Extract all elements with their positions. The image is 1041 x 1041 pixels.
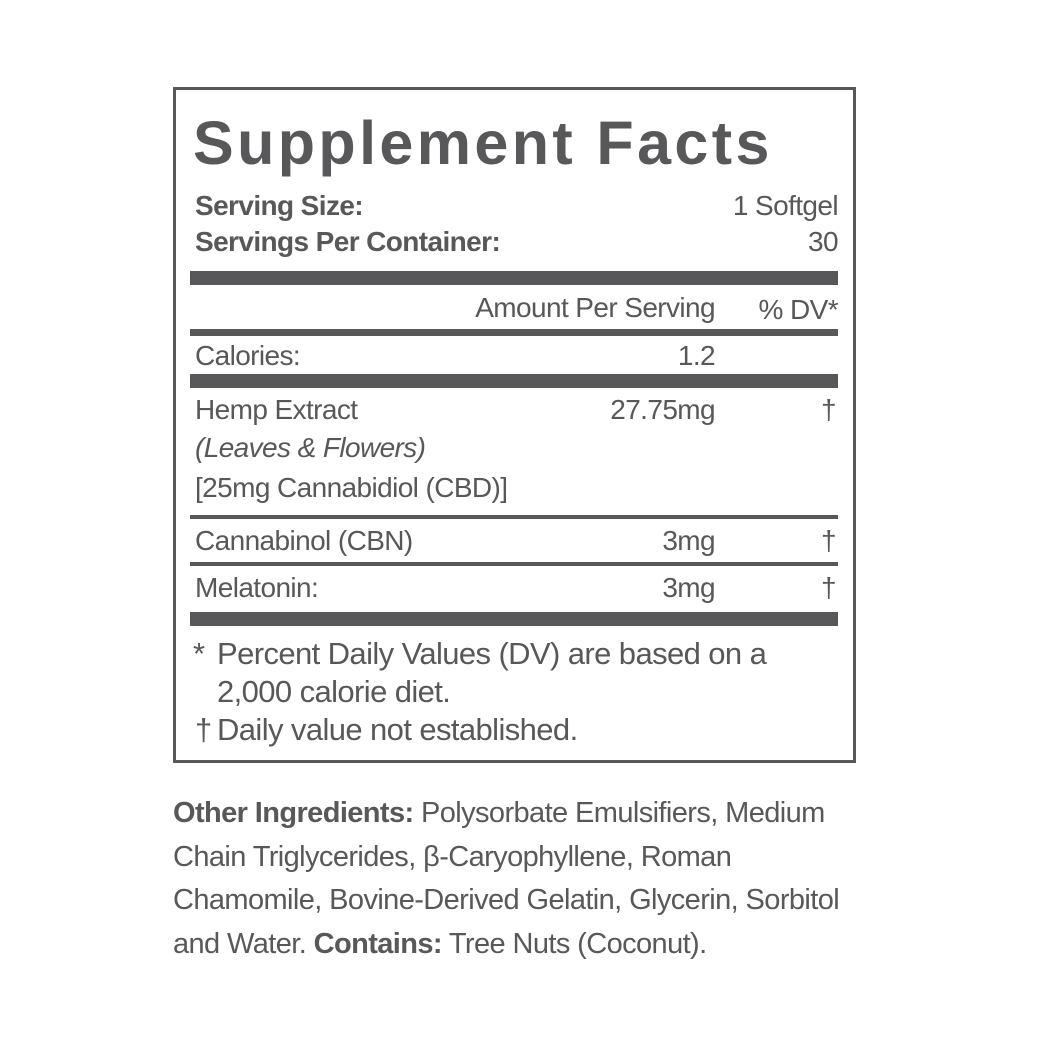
melatonin-dv: †: [821, 572, 837, 603]
other-ingredients-label: Other Ingredients:: [173, 797, 414, 829]
amount-column-header: Amount Per Serving: [475, 292, 715, 323]
panel-title: Supplement Facts: [193, 109, 773, 177]
cbn-name: Cannabinol (CBN): [195, 525, 413, 556]
contains-label: Contains:: [313, 927, 443, 960]
servings-per-container-label: Servings Per Container:: [195, 226, 501, 257]
supplement-facts-panel: [173, 87, 856, 763]
footnote-dagger-text: Daily value not established.: [217, 712, 578, 747]
hemp-extract-amount: 27.75mg: [610, 394, 715, 425]
melatonin-name: Melatonin:: [195, 572, 319, 603]
hemp-extract-dv: †: [821, 394, 837, 425]
hemp-extract-name: Hemp Extract: [195, 394, 358, 425]
melatonin-amount: 3mg: [662, 572, 715, 603]
thin-divider: [190, 515, 838, 519]
thick-divider: [190, 271, 838, 285]
footnote-star-symbol: *: [193, 636, 205, 671]
footnote-dagger-symbol: †: [195, 712, 212, 747]
other-ingredients: Other Ingredients: Polysorbate Emulsifie…: [173, 792, 873, 966]
serving-size-value: 1 Softgel: [732, 190, 839, 221]
calories-label: Calories:: [195, 340, 301, 371]
medium-divider: [190, 329, 838, 336]
thick-divider: [190, 612, 838, 626]
hemp-extract-source: (Leaves & Flowers): [195, 432, 426, 463]
calories-amount: 1.2: [677, 340, 716, 371]
footnote-star-line1: Percent Daily Values (DV) are based on a: [217, 636, 767, 671]
thin-divider: [190, 562, 838, 566]
dv-column-header: % DV*: [758, 294, 839, 325]
footnote-star-line2: 2,000 calorie diet.: [217, 674, 451, 709]
contains-text: Tree Nuts (Coconut).: [441, 927, 707, 960]
thick-divider: [190, 374, 838, 388]
serving-size-label: Serving Size:: [195, 190, 364, 221]
cbn-amount: 3mg: [662, 525, 715, 556]
other-ingredients-text: Polysorbate Emulsifiers, Medium Chain Tr…: [173, 797, 840, 960]
hemp-extract-cbd: [25mg Cannabidiol (CBD)]: [195, 472, 508, 503]
servings-per-container-value: 30: [808, 226, 839, 257]
cbn-dv: †: [821, 525, 837, 556]
